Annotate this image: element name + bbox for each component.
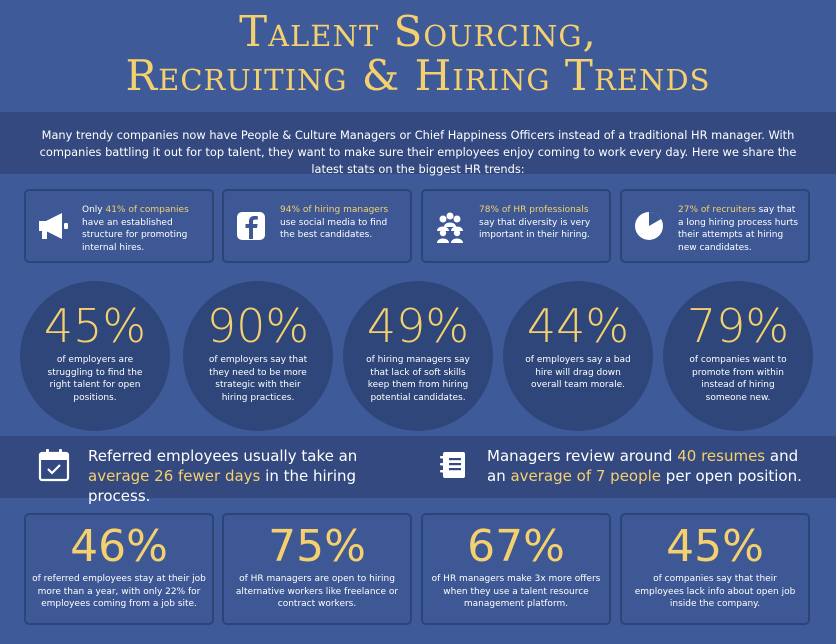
stat-card-social-media: 94% of hiring managers use social media … — [222, 189, 412, 263]
title-line-1: Talent Sourcing, — [239, 7, 597, 56]
stat-circle-text: of employers say that they need to be mo… — [208, 355, 308, 403]
notebook-icon — [437, 448, 469, 482]
megaphone-icon — [36, 209, 70, 243]
stat-circle: 44% of employers say a bad hire will dra… — [503, 281, 653, 431]
title-line-2: Recruiting & Hiring Trends — [125, 51, 711, 100]
intro-band — [0, 112, 836, 174]
stat-circle: 49% of hiring managers say that lack of … — [343, 281, 493, 431]
resumes-text: Managers review around 40 resumes and an… — [487, 447, 802, 485]
bottom-stat-text: of HR managers make 3x more offers when … — [431, 574, 601, 609]
stat-circle-value: 44% — [526, 299, 630, 353]
stat-card-text: 27% of recruiters say that a long hiring… — [678, 205, 799, 253]
stat-circle-text: of companies want to promote from within… — [689, 355, 787, 403]
highlight-band — [0, 436, 836, 498]
bottom-stat-value: 45% — [666, 521, 764, 572]
bottom-stat-text: of referred employees stay at their job … — [32, 574, 206, 609]
stat-card-text: 78% of HR professionals say that diversi… — [479, 205, 591, 240]
stat-circle-text: of employers are struggling to find the … — [47, 355, 143, 403]
stat-card-internal-hires: Only 41% of companies have an establishe… — [24, 189, 214, 263]
stat-circle: 79% of companies want to promote from wi… — [663, 281, 813, 431]
calendar-check-icon — [38, 448, 70, 482]
stat-card-hiring-process: 27% of recruiters say that a long hiring… — [620, 189, 810, 263]
bottom-stat-value: 75% — [268, 521, 366, 572]
bottom-stat-card: 45% of companies say that their employee… — [620, 513, 810, 625]
bottom-stat-text: of companies say that their employees la… — [634, 574, 796, 609]
bottom-stat-text: of HR managers are open to hiring altern… — [235, 574, 399, 609]
bottom-stat-card: 67% of HR managers make 3x more offers w… — [421, 513, 611, 625]
bottom-stat-value: 46% — [70, 521, 168, 572]
stat-circle-value: 79% — [686, 299, 790, 353]
stat-circle: 45% of employers are struggling to find … — [20, 281, 170, 431]
stat-circle: 90% of employers say that they need to b… — [183, 281, 333, 431]
stat-circle-text: of employers say a bad hire will drag do… — [525, 355, 631, 390]
stat-circle-value: 45% — [43, 299, 147, 353]
intro-text: Many trendy companies now have People & … — [39, 128, 797, 176]
referred-text: Referred employees usually take an averag… — [88, 447, 358, 505]
stat-card-text: 94% of hiring managers use social media … — [280, 205, 389, 240]
facebook-icon — [234, 209, 268, 243]
stat-circle-text: of hiring managers say that lack of soft… — [366, 355, 470, 403]
bottom-stat-card: 75% of HR managers are open to hiring al… — [222, 513, 412, 625]
bottom-stat-value: 67% — [467, 521, 565, 572]
clock-pie-icon — [632, 209, 666, 243]
bottom-stat-card: 46% of referred employees stay at their … — [24, 513, 214, 625]
people-group-icon — [433, 209, 467, 243]
stat-card-text: Only 41% of companies have an establishe… — [82, 205, 189, 253]
stat-circle-value: 49% — [366, 299, 470, 353]
page-title: Talent Sourcing, Recruiting & Hiring Tre… — [0, 10, 836, 98]
stat-card-diversity: 78% of HR professionals say that diversi… — [421, 189, 611, 263]
stat-circle-value: 90% — [206, 299, 310, 353]
